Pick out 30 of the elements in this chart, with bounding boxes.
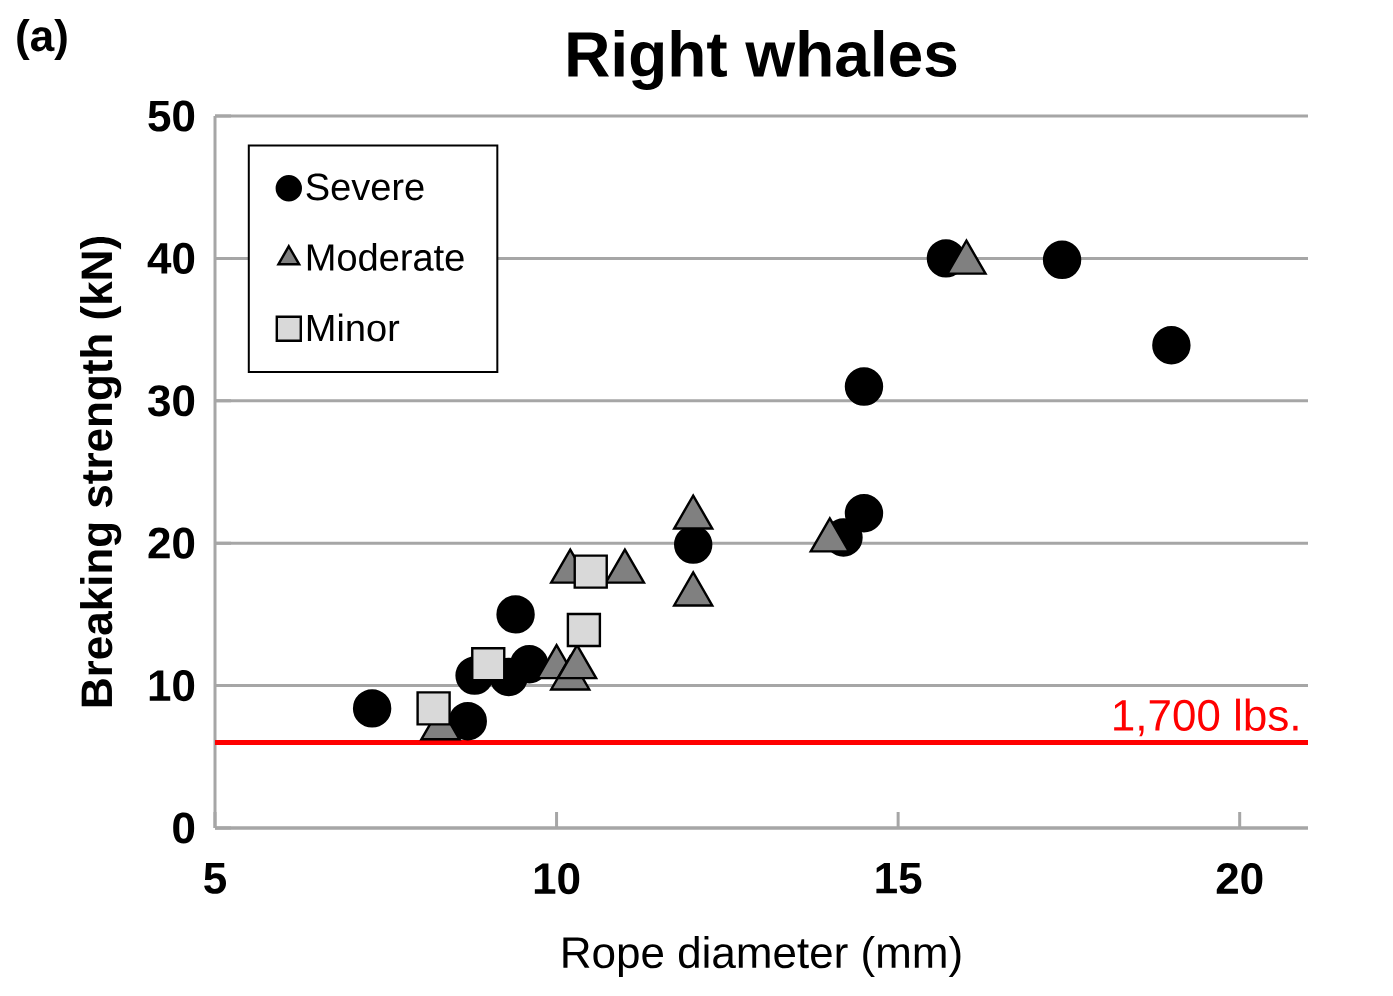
x-axis-title: Rope diameter (mm) bbox=[563, 935, 961, 977]
point bbox=[844, 494, 884, 533]
x-tick-label: 10 bbox=[534, 863, 580, 895]
y-tick-label: 30 bbox=[148, 385, 195, 417]
point bbox=[1152, 326, 1191, 365]
point bbox=[1042, 240, 1082, 280]
point bbox=[448, 701, 487, 741]
point bbox=[496, 595, 535, 634]
point bbox=[566, 612, 602, 648]
y-tick-label: 40 bbox=[147, 242, 195, 274]
chart-title: Right whales bbox=[568, 30, 957, 90]
x-tick-label: 5 bbox=[204, 863, 227, 894]
y-tick-label: 20 bbox=[148, 527, 195, 559]
legend-label: Moderate bbox=[307, 243, 464, 271]
legend-label: Severe bbox=[306, 173, 424, 201]
point bbox=[471, 647, 506, 682]
legend-label: Minor bbox=[307, 313, 400, 342]
point bbox=[573, 554, 608, 589]
x-tick-label: 15 bbox=[876, 863, 922, 894]
y-tick-label: 50 bbox=[148, 100, 195, 132]
x-tick-label: 20 bbox=[1216, 863, 1263, 895]
y-tick-label: 0 bbox=[173, 812, 195, 844]
ref-line-label: 1,700 lbs. bbox=[1114, 698, 1298, 737]
point bbox=[844, 367, 884, 406]
text: (a) bbox=[17, 19, 67, 61]
y-tick-label: 10 bbox=[149, 670, 195, 702]
point bbox=[352, 689, 392, 728]
point bbox=[416, 691, 451, 726]
point bbox=[510, 645, 549, 684]
y-axis-title: Breaking strength (kN) bbox=[80, 237, 122, 707]
